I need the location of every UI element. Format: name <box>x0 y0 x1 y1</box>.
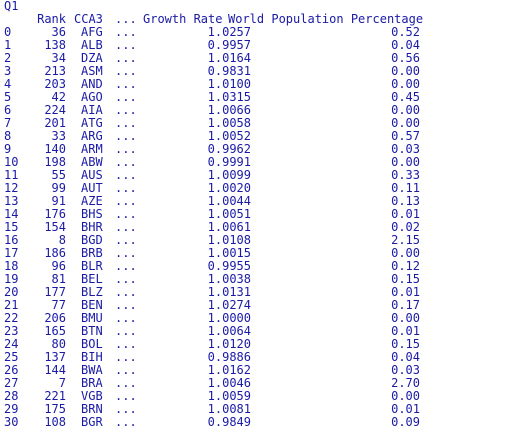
cca3-value: BGR <box>81 416 115 429</box>
column-header-world-population-percentage: World Population Percentage <box>228 13 528 26</box>
ellipsis-value: ... <box>115 416 143 429</box>
table-row: 30 108 BGR... 0.9849 0.09 <box>4 416 524 429</box>
output-title: Q1 <box>4 0 18 13</box>
world-population-percentage-value: 0.09 <box>228 416 420 429</box>
rank-value: 108 <box>4 416 66 429</box>
